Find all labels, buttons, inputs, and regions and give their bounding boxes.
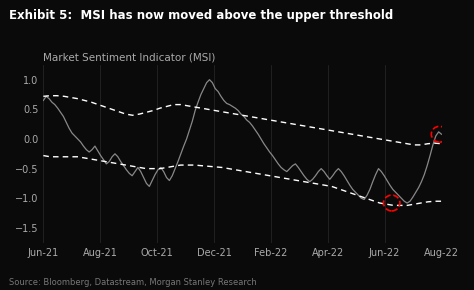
Text: Market Sentiment Indicator (MSI): Market Sentiment Indicator (MSI) [43,53,216,63]
Text: Source: Bloomberg, Datastream, Morgan Stanley Research: Source: Bloomberg, Datastream, Morgan St… [9,278,257,287]
Text: Exhibit 5:  MSI has now moved above the upper threshold: Exhibit 5: MSI has now moved above the u… [9,9,394,22]
